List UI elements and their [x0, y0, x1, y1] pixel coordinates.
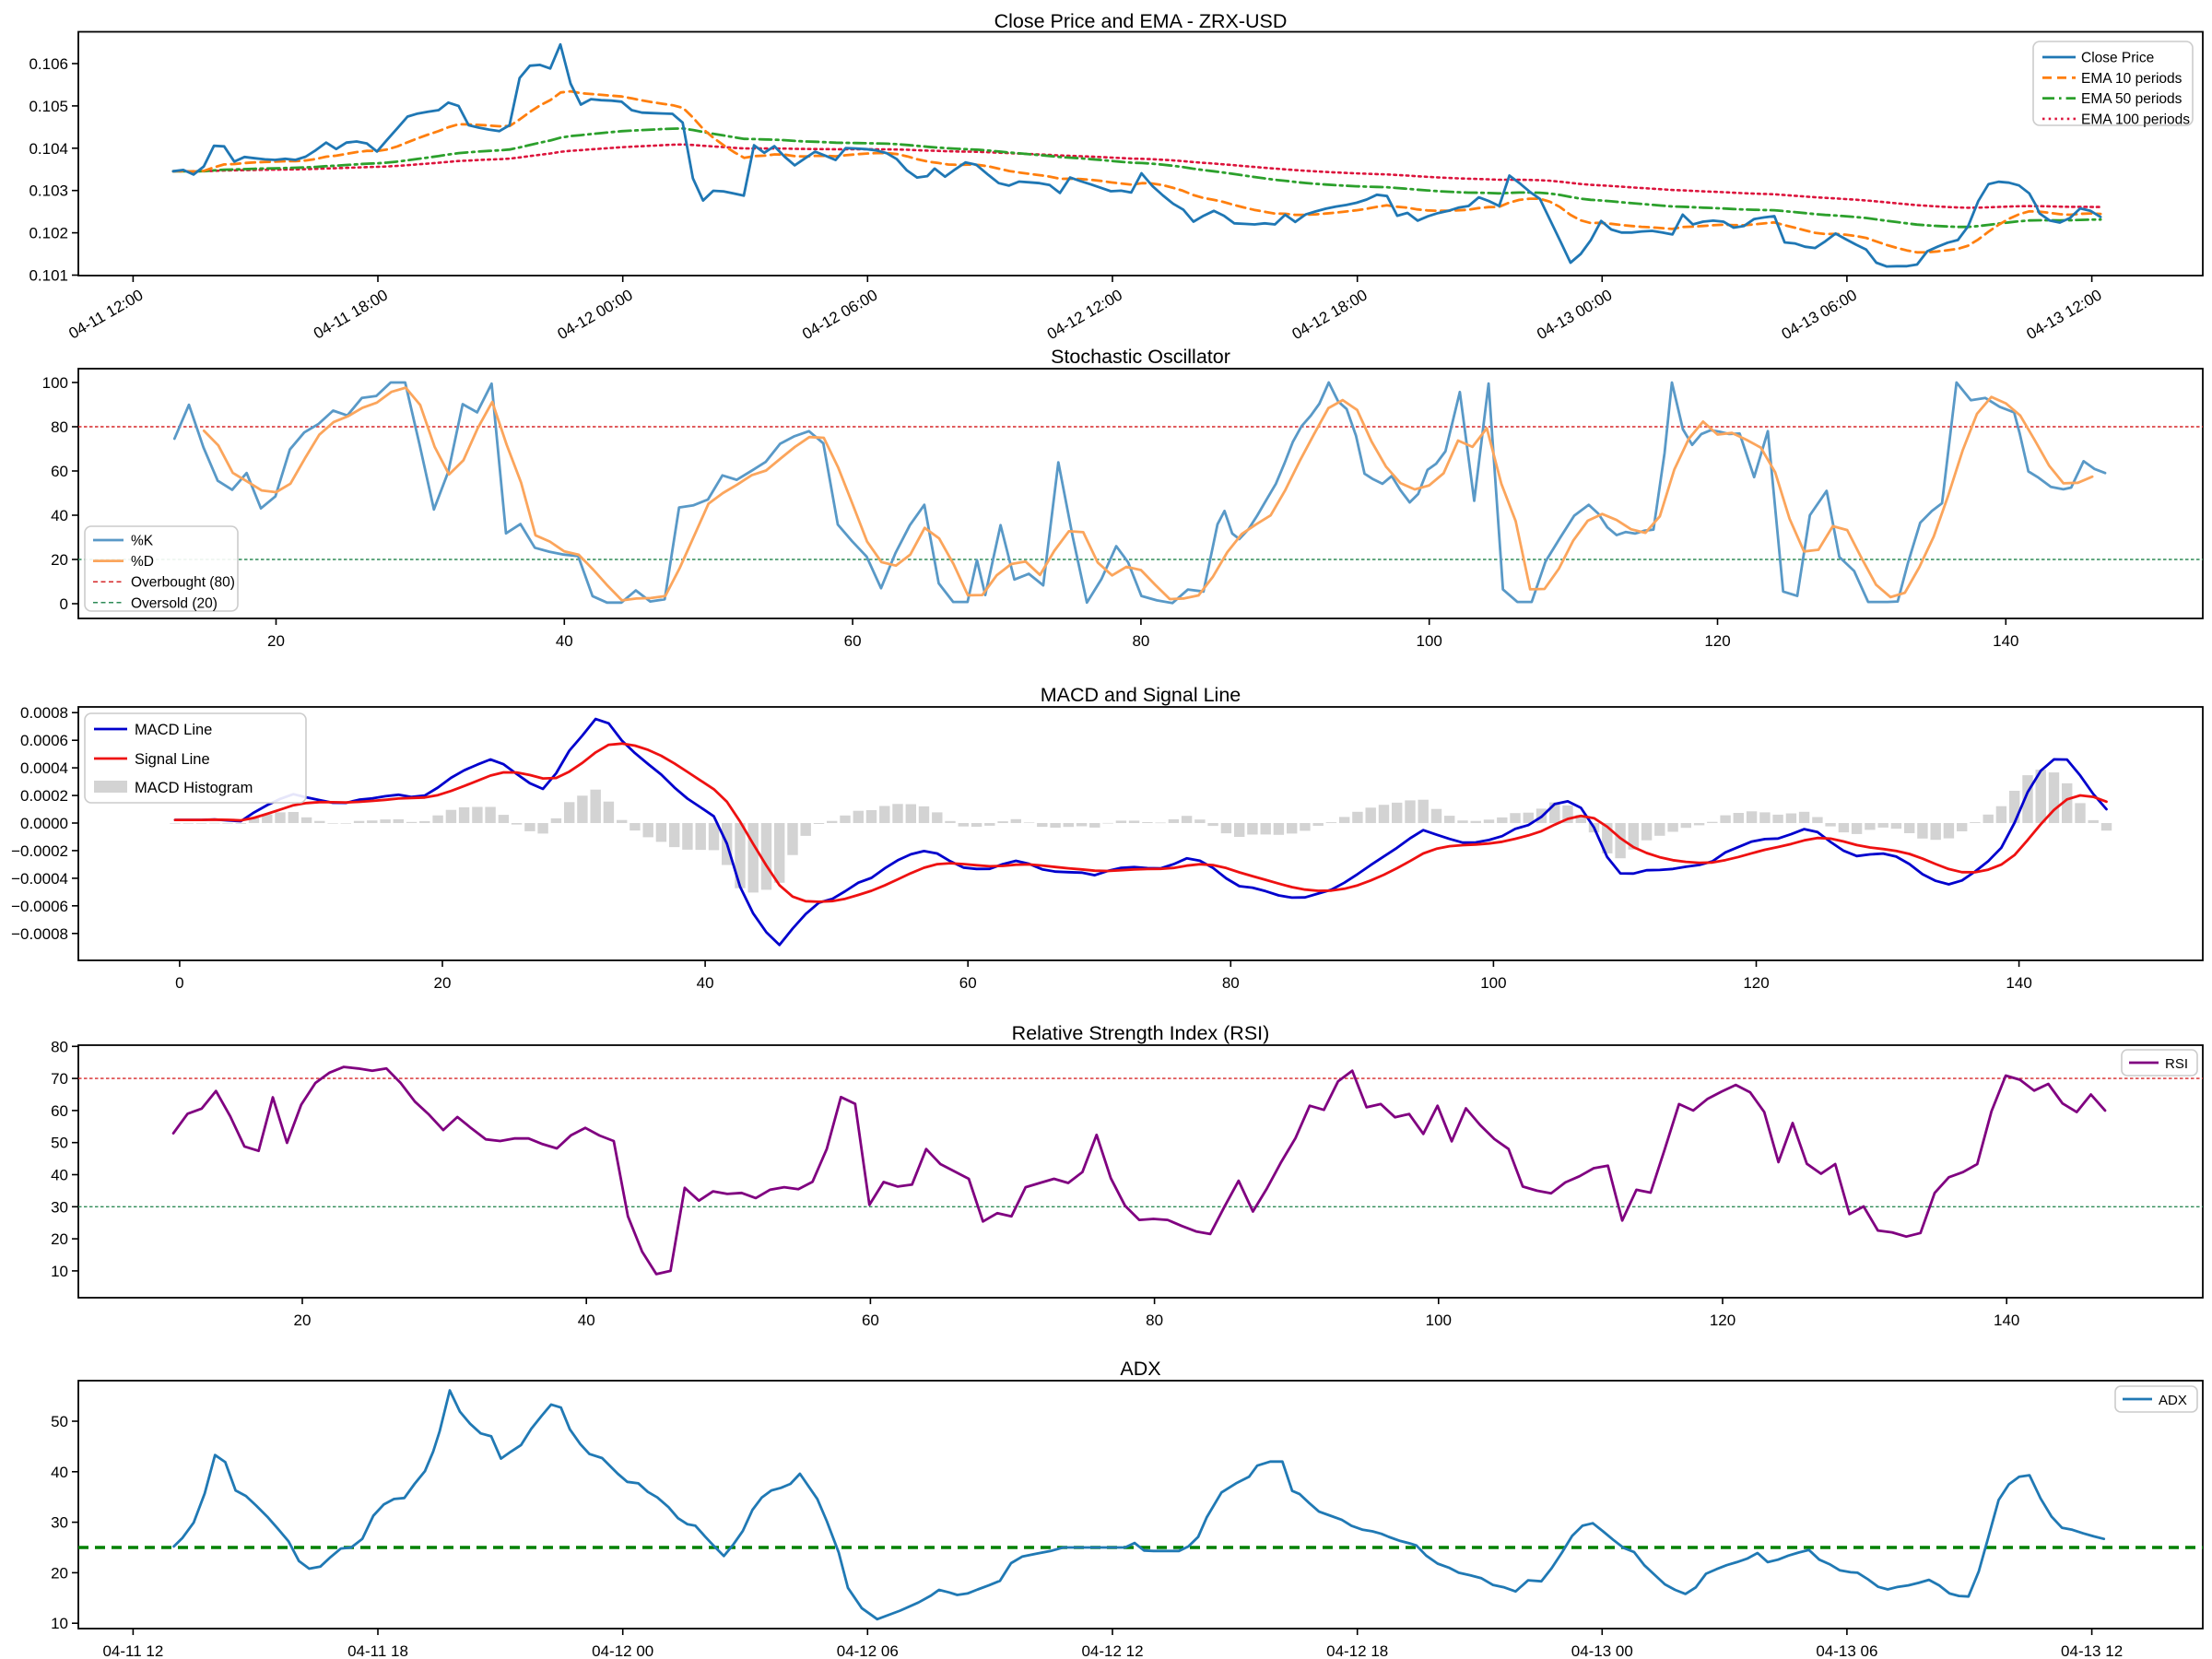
svg-text:20: 20	[51, 1230, 68, 1248]
svg-text:MACD Histogram: MACD Histogram	[135, 780, 253, 796]
svg-text:0.0004: 0.0004	[20, 759, 68, 777]
svg-text:20: 20	[51, 1564, 68, 1582]
svg-text:80: 80	[1146, 1312, 1163, 1329]
svg-text:0.103: 0.103	[29, 182, 68, 200]
svg-text:04-12 12: 04-12 12	[1081, 1642, 1143, 1659]
svg-text:EMA 100 periods: EMA 100 periods	[2081, 112, 2190, 127]
svg-text:RSI: RSI	[2165, 1056, 2188, 1072]
svg-text:04-12 00: 04-12 00	[592, 1642, 653, 1659]
svg-text:60: 60	[844, 632, 862, 650]
svg-text:70: 70	[51, 1070, 68, 1088]
svg-text:Oversold (20): Oversold (20)	[131, 595, 218, 611]
svg-text:0: 0	[175, 974, 183, 992]
svg-text:80: 80	[51, 418, 68, 436]
svg-text:10: 10	[51, 1263, 68, 1280]
svg-text:80: 80	[51, 1038, 68, 1055]
svg-text:100: 100	[1480, 974, 1506, 992]
svg-text:Close Price and EMA - ZRX-USD: Close Price and EMA - ZRX-USD	[994, 10, 1288, 32]
svg-text:40: 40	[556, 632, 573, 650]
svg-text:30: 30	[51, 1514, 68, 1532]
svg-text:04-13 00: 04-13 00	[1571, 1642, 1633, 1659]
svg-text:120: 120	[1704, 632, 1730, 650]
svg-text:20: 20	[267, 632, 285, 650]
svg-text:0.0006: 0.0006	[20, 732, 68, 749]
svg-text:EMA 50 periods: EMA 50 periods	[2081, 91, 2183, 107]
svg-text:Stochastic Oscillator: Stochastic Oscillator	[1051, 346, 1230, 368]
svg-text:0.105: 0.105	[29, 98, 68, 115]
svg-text:20: 20	[434, 974, 452, 992]
svg-text:100: 100	[42, 374, 68, 392]
svg-text:−0.0008: −0.0008	[11, 925, 68, 943]
svg-text:40: 40	[51, 1464, 68, 1481]
svg-text:20: 20	[294, 1312, 312, 1329]
svg-text:EMA 10 periods: EMA 10 periods	[2081, 71, 2183, 87]
svg-text:120: 120	[1743, 974, 1769, 992]
svg-text:140: 140	[2006, 974, 2031, 992]
svg-text:Relative Strength Index (RSI): Relative Strength Index (RSI)	[1012, 1022, 1270, 1044]
svg-text:Close Price: Close Price	[2081, 51, 2154, 66]
svg-text:04-12 06: 04-12 06	[837, 1642, 899, 1659]
svg-text:04-13 06: 04-13 06	[1816, 1642, 1877, 1659]
svg-text:ADX: ADX	[2159, 1393, 2187, 1408]
svg-text:MACD Line: MACD Line	[135, 722, 212, 738]
svg-text:100: 100	[1417, 632, 1442, 650]
svg-text:−0.0002: −0.0002	[11, 842, 68, 860]
svg-text:40: 40	[51, 1167, 68, 1184]
svg-text:0.106: 0.106	[29, 55, 68, 73]
svg-text:140: 140	[1994, 1312, 2019, 1329]
svg-text:04-11 12: 04-11 12	[102, 1642, 163, 1659]
svg-text:140: 140	[1993, 632, 2018, 650]
svg-text:Overbought (80): Overbought (80)	[131, 575, 235, 591]
svg-text:Signal Line: Signal Line	[135, 751, 210, 768]
svg-text:0: 0	[60, 595, 68, 613]
svg-text:40: 40	[578, 1312, 595, 1329]
svg-text:60: 60	[51, 1102, 68, 1120]
svg-text:0.104: 0.104	[29, 140, 68, 158]
svg-text:04-11 18: 04-11 18	[347, 1642, 408, 1659]
svg-text:20: 20	[51, 551, 68, 569]
svg-text:0.102: 0.102	[29, 225, 68, 242]
svg-text:0.0000: 0.0000	[20, 815, 68, 832]
svg-text:60: 60	[862, 1312, 879, 1329]
svg-text:%K: %K	[131, 534, 154, 549]
svg-text:40: 40	[51, 507, 68, 524]
svg-text:ADX: ADX	[1120, 1358, 1160, 1380]
svg-text:10: 10	[51, 1615, 68, 1632]
svg-text:60: 60	[959, 974, 977, 992]
svg-text:120: 120	[1710, 1312, 1735, 1329]
svg-text:100: 100	[1426, 1312, 1452, 1329]
svg-text:MACD and Signal Line: MACD and Signal Line	[1041, 684, 1241, 706]
svg-text:50: 50	[51, 1413, 68, 1430]
svg-text:40: 40	[697, 974, 714, 992]
svg-text:0.0002: 0.0002	[20, 787, 68, 805]
svg-text:−0.0006: −0.0006	[11, 898, 68, 915]
svg-text:0.101: 0.101	[29, 267, 68, 285]
svg-text:04-13 12: 04-13 12	[2061, 1642, 2123, 1659]
svg-text:80: 80	[1132, 632, 1149, 650]
svg-text:80: 80	[1222, 974, 1240, 992]
svg-text:0.0008: 0.0008	[20, 704, 68, 722]
svg-text:30: 30	[51, 1198, 68, 1216]
svg-text:04-12 18: 04-12 18	[1326, 1642, 1388, 1659]
svg-text:−0.0004: −0.0004	[11, 870, 68, 888]
svg-text:%D: %D	[131, 554, 154, 570]
svg-text:50: 50	[51, 1135, 68, 1152]
svg-text:60: 60	[51, 463, 68, 480]
